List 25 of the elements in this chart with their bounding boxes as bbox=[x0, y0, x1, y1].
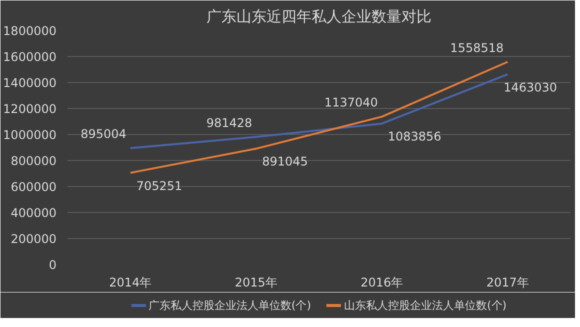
data-label: 1137040 bbox=[324, 96, 378, 110]
chart-title: 广东山东近四年私人企业数量对比 bbox=[206, 8, 432, 26]
data-label: 1463030 bbox=[504, 80, 558, 94]
data-label: 705251 bbox=[136, 178, 182, 193]
y-tick-label: 1200000 bbox=[3, 102, 57, 116]
data-label: 981428 bbox=[206, 116, 252, 130]
data-label: 891045 bbox=[262, 154, 308, 169]
legend-label: 山东私人控股企业法人单位数(个) bbox=[344, 298, 507, 312]
data-label: 1083856 bbox=[388, 130, 442, 144]
data-label: 895004 bbox=[80, 127, 126, 142]
x-tick-label: 2014年 bbox=[109, 276, 152, 290]
y-tick-label: 200000 bbox=[10, 232, 57, 246]
y-tick-label: 400000 bbox=[10, 206, 57, 220]
y-tick-label: 1400000 bbox=[3, 76, 57, 90]
y-tick-label: 0 bbox=[48, 258, 57, 272]
x-tick-label: 2017年 bbox=[486, 276, 529, 290]
y-tick-label: 1000000 bbox=[3, 128, 57, 142]
x-tick-label: 2015年 bbox=[234, 276, 278, 290]
x-tick-label: 2016年 bbox=[360, 276, 404, 290]
y-tick-label: 1600000 bbox=[3, 50, 57, 64]
y-tick-label: 800000 bbox=[10, 154, 57, 168]
data-label: 1558518 bbox=[450, 40, 504, 55]
y-tick-label: 1800000 bbox=[3, 24, 57, 38]
legend-label: 广东私人控股企业法人单位数(个) bbox=[148, 298, 311, 312]
y-tick-label: 600000 bbox=[10, 180, 57, 194]
